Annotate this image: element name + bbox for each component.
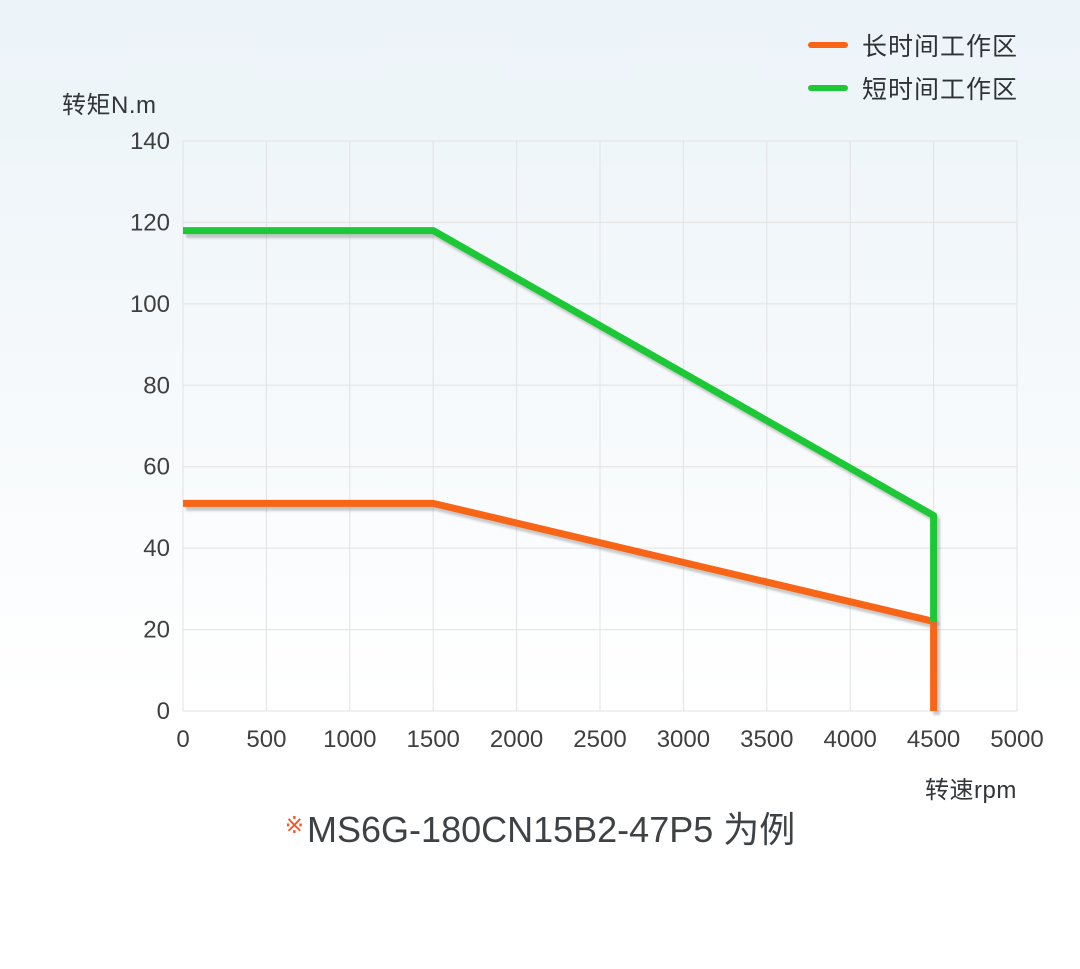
x-tick-label: 1500 xyxy=(407,726,460,753)
x-tick-label: 3000 xyxy=(657,726,710,753)
x-tick-label: 3500 xyxy=(740,726,793,753)
legend-swatch-icon xyxy=(807,85,848,91)
x-tick-label: 2000 xyxy=(490,726,543,753)
y-tick-label: 0 xyxy=(157,698,170,725)
series-line-长时间工作区 xyxy=(183,499,938,711)
caption-model-text: MS6G-180CN15B2-47P5 为例 xyxy=(307,809,796,850)
chart-caption: ※MS6G-180CN15B2-47P5 为例 xyxy=(0,801,1080,853)
series-line-短时间工作区 xyxy=(183,227,938,622)
legend-label: 长时间工作区 xyxy=(861,33,1018,61)
y-tick-label: 120 xyxy=(130,209,170,236)
x-tick-label: 4500 xyxy=(907,726,960,753)
series-layer xyxy=(183,227,938,711)
y-tick-label: 140 xyxy=(130,128,170,155)
chart-legend: 长时间工作区 短时间工作区 xyxy=(807,30,1018,104)
legend-item: 长时间工作区 xyxy=(807,30,1018,61)
y-tick-label: 80 xyxy=(143,372,170,399)
legend-swatch-icon xyxy=(807,42,848,48)
y-tick-label: 40 xyxy=(143,535,170,562)
y-tick-label: 20 xyxy=(143,617,170,644)
caption-reference-mark: ※ xyxy=(284,812,305,838)
x-tick-label: 2500 xyxy=(573,726,626,753)
x-axis-title: 转速rpm xyxy=(925,777,1017,804)
x-tick-label: 0 xyxy=(176,726,189,753)
grid-layer xyxy=(182,140,1018,712)
x-tick-label: 1000 xyxy=(323,726,376,753)
legend-label: 短时间工作区 xyxy=(861,76,1018,104)
x-tick-label: 4000 xyxy=(824,726,877,753)
legend-item: 短时间工作区 xyxy=(807,73,1018,104)
x-tick-label: 5000 xyxy=(990,726,1043,753)
tick-label-layer: 0 500 1000 1500 2000 2500 3000 3500 4000 4500 5000… xyxy=(130,128,1044,753)
x-tick-label: 500 xyxy=(246,726,286,753)
y-tick-label: 100 xyxy=(130,291,170,318)
y-axis-title: 转矩N.m xyxy=(62,92,157,119)
y-tick-label: 60 xyxy=(143,454,170,481)
